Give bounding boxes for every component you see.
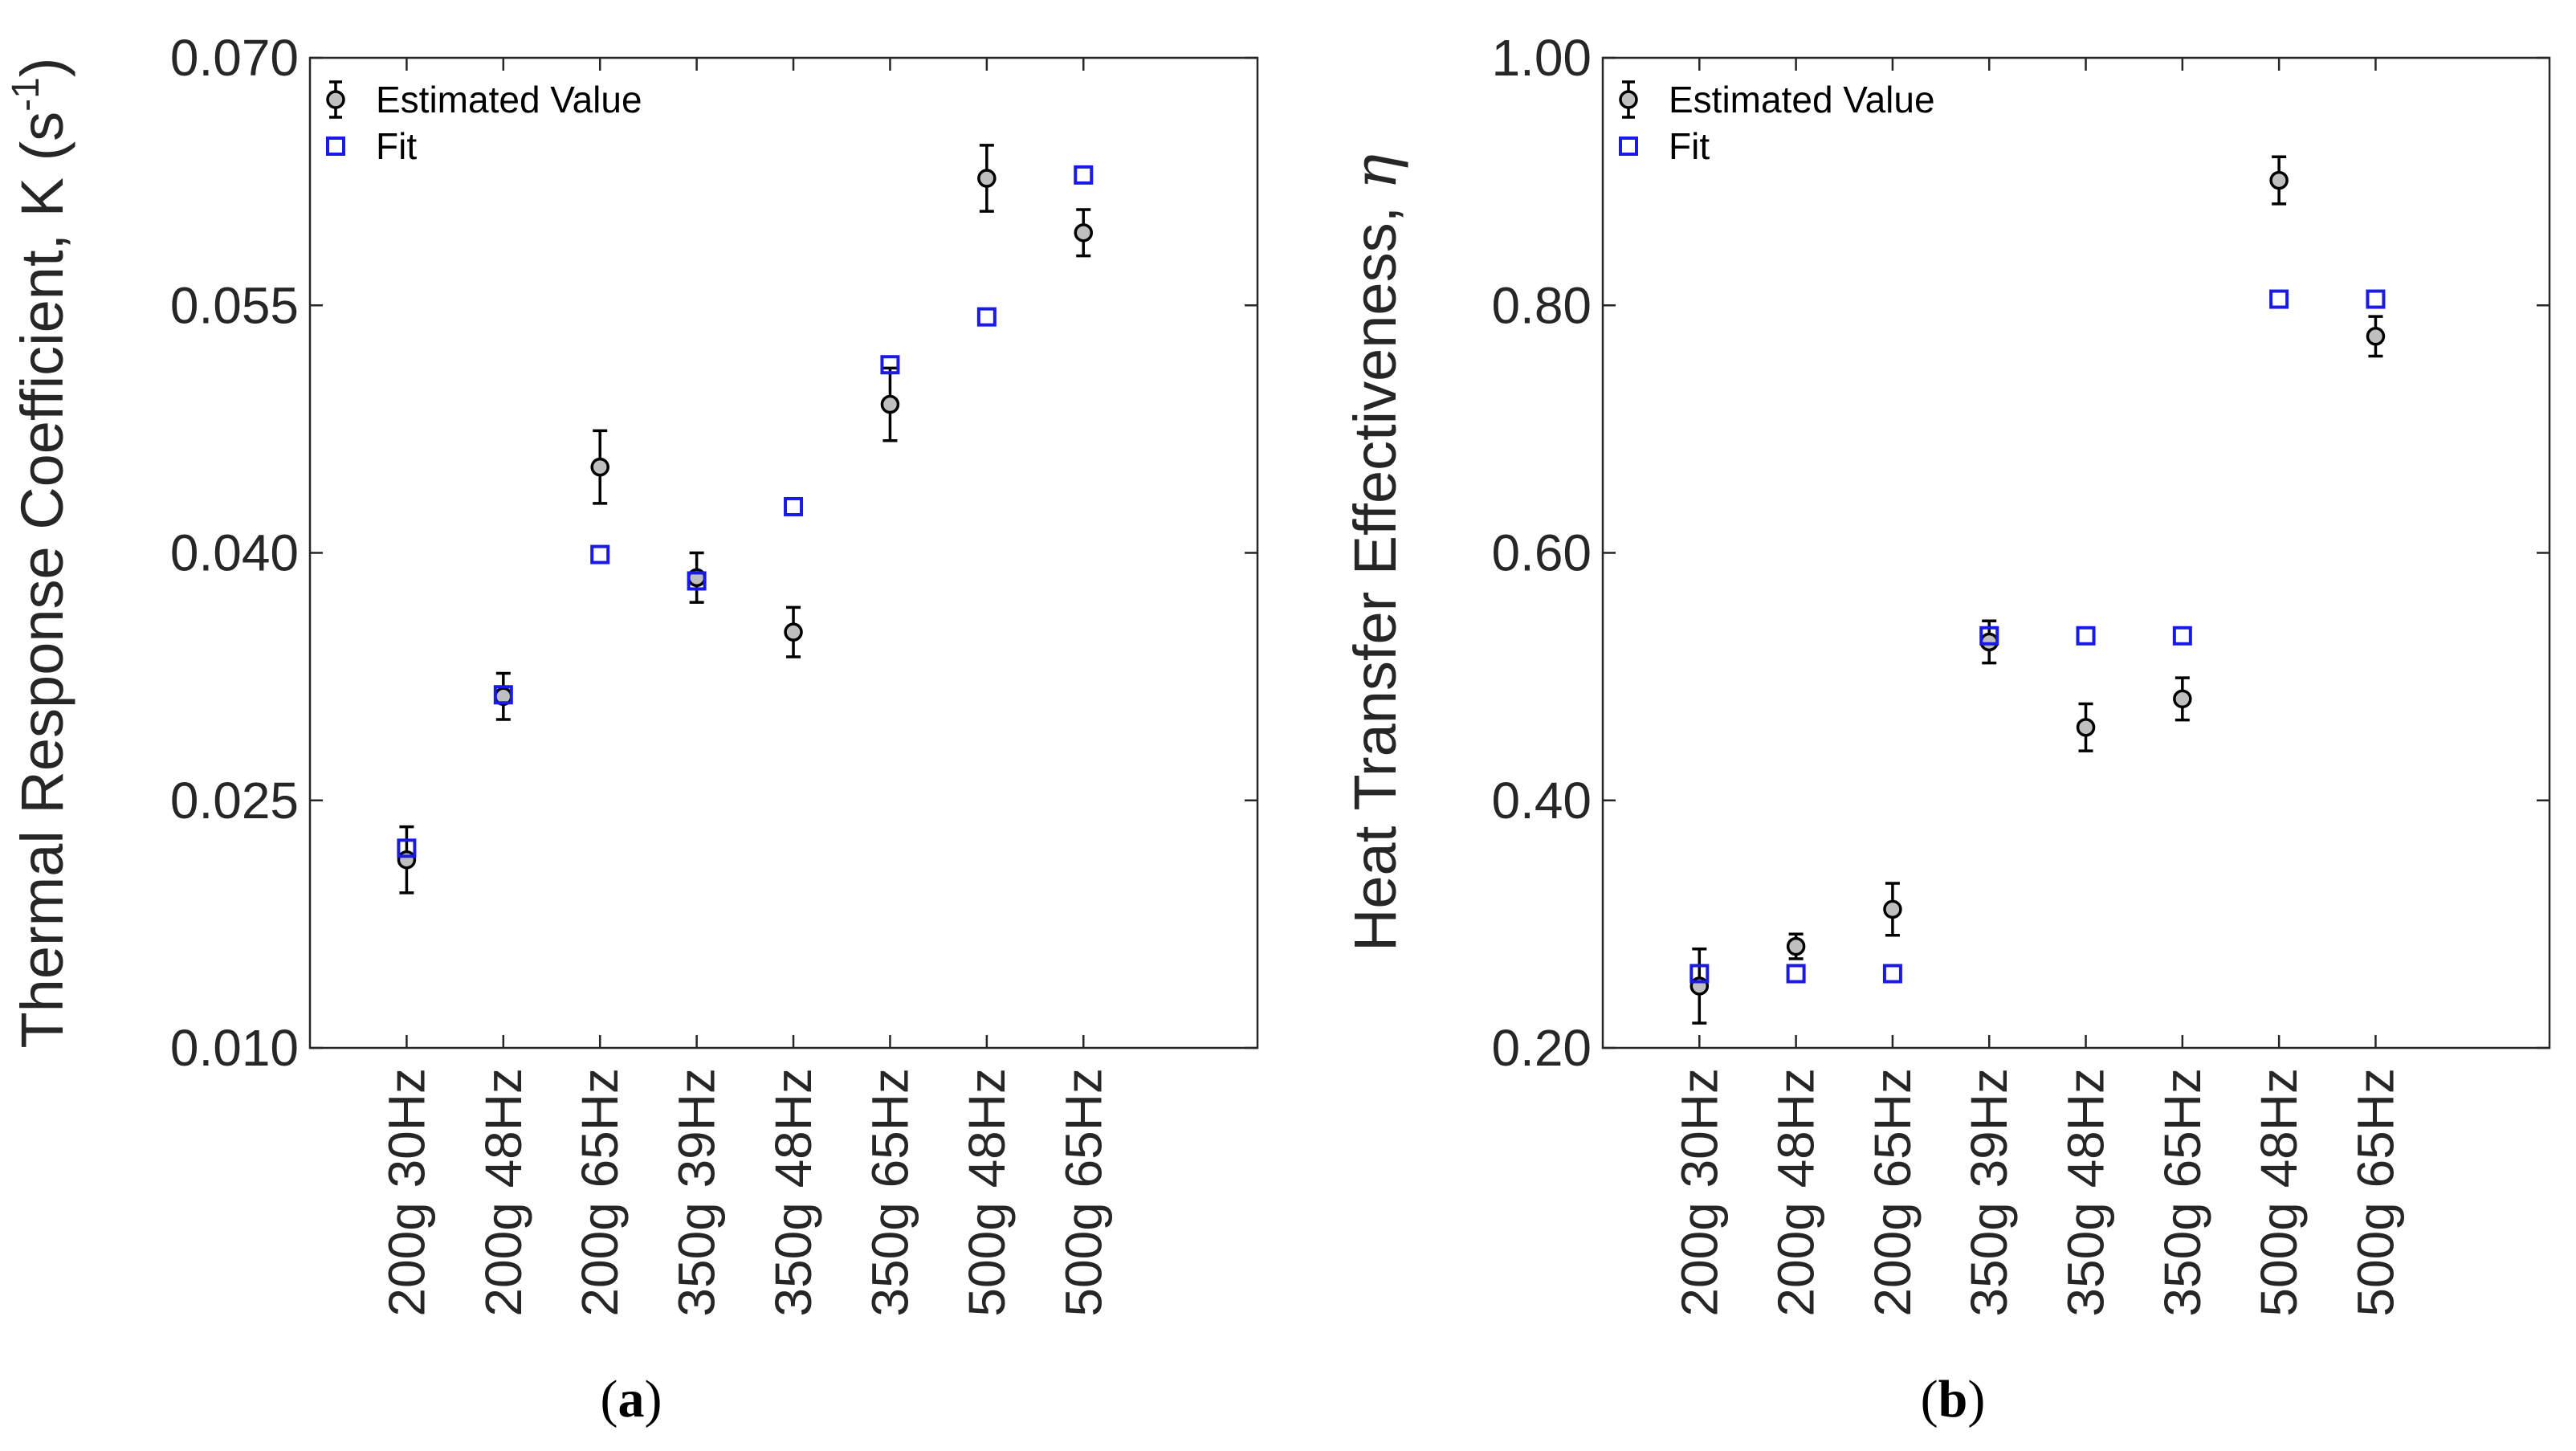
- panel-a-xtick-label: 200g 65Hz: [571, 1068, 629, 1317]
- caption-b-letter: b: [1938, 1370, 1968, 1429]
- panel-a-estimated-point: [1074, 223, 1094, 243]
- caption-a-letter: a: [618, 1370, 645, 1429]
- panel-a-caption: (a): [601, 1370, 662, 1429]
- panel-a-y-axis-title-superscript: -1: [5, 77, 47, 112]
- panel-b-legend-fit-marker: [1619, 137, 1638, 156]
- panel-a-legend-fit-marker: [326, 137, 345, 156]
- panel-a-xtick-label: 200g 48Hz: [475, 1068, 532, 1317]
- panel-b-ytick-label: 0.40: [1491, 772, 1592, 829]
- panel-a-fit-point: [493, 685, 513, 705]
- panel-b-xtick-label: 200g 48Hz: [1767, 1068, 1825, 1317]
- panel-b-fit-point: [1882, 964, 1902, 984]
- panel-b-fit-point: [2366, 289, 2386, 309]
- panel-b-y-axis-title-symbol: η: [1341, 154, 1410, 190]
- panel-a-fit-point: [976, 307, 997, 327]
- panel-b-fit-point: [1786, 964, 1806, 984]
- panel-a-y-axis-title-close: ): [9, 57, 75, 77]
- panel-b-xtick-label: 200g 30Hz: [1670, 1068, 1728, 1317]
- panel-a-estimated-point: [880, 394, 900, 414]
- panel-a-xtick-label: 350g 65Hz: [861, 1068, 919, 1317]
- panel-a-legend-estimated-label: Estimated Value: [376, 79, 642, 120]
- panel-b-xtick-label: 350g 48Hz: [2057, 1068, 2115, 1317]
- panel-a-ytick-label: 0.055: [170, 276, 299, 334]
- panel-b-estimated-point: [1786, 936, 1806, 956]
- panel-a-estimated-point: [784, 622, 803, 642]
- panel-b-legend-estimated-label: Estimated Value: [1669, 79, 1935, 120]
- panel-a-estimated-point: [397, 850, 417, 870]
- panel-b-estimated-point: [2173, 689, 2192, 709]
- panel-b-ytick-label: 0.20: [1491, 1019, 1592, 1077]
- panel-b-estimated-point: [2366, 327, 2386, 346]
- panel-b-caption: (b): [1921, 1370, 1986, 1429]
- panel-a-estimated-point: [977, 169, 997, 188]
- panel-b-xtick-label: 200g 65Hz: [1864, 1068, 1922, 1317]
- panel-a-xtick-label: 350g 48Hz: [764, 1068, 822, 1317]
- caption-b-open-paren: (: [1921, 1370, 1938, 1429]
- panel-a-ytick-label: 0.025: [170, 772, 299, 829]
- panel-a-fit-point: [784, 496, 804, 516]
- panel-b-ytick-label: 1.00: [1491, 29, 1592, 87]
- panel-a-y-axis-title-main: Thermal Response Coefficient, K (s: [9, 112, 75, 1049]
- panel-b-estimated-point: [2269, 170, 2289, 190]
- panel-b-y-axis-title-main: Heat Transfer Effectiveness,: [1342, 190, 1408, 952]
- panel-b-y-axis-title: Heat Transfer Effectiveness, η: [1341, 154, 1410, 952]
- panel-b-ytick-label: 0.60: [1491, 524, 1592, 582]
- svg-text:(a): (a): [601, 1370, 662, 1429]
- caption-a-open-paren: (: [601, 1370, 618, 1429]
- panel-a-xtick-label: 200g 30Hz: [377, 1068, 435, 1317]
- svg-text:(b): (b): [1921, 1370, 1986, 1429]
- panel-a-ytick-label: 0.010: [170, 1019, 299, 1077]
- panel-a-fit-point: [1074, 165, 1094, 185]
- panel-b-xtick-label: 500g 48Hz: [2250, 1068, 2308, 1317]
- panel-b-ytick-label: 0.80: [1491, 276, 1592, 334]
- panel-b-estimated-point: [2076, 718, 2096, 737]
- panel-b-legend-fit-label: Fit: [1669, 125, 1710, 167]
- panel-b-fit-point: [2172, 626, 2192, 646]
- panel-b-estimated-point: [1883, 899, 1902, 919]
- caption-a-close-paren: ): [645, 1370, 662, 1429]
- panel-a-fit-point: [687, 571, 707, 591]
- caption-b-close-paren: ): [1967, 1370, 1985, 1429]
- panel-b-estimated-point: [1979, 632, 1999, 652]
- panel-b-xtick-label: 350g 39Hz: [1960, 1068, 2018, 1317]
- panel-b-xtick-label: 500g 65Hz: [2346, 1068, 2404, 1317]
- panel-b-legend-estimated-marker: [1619, 90, 1638, 109]
- panel-a-estimated-point: [590, 457, 609, 477]
- panel-a-fit-point: [880, 355, 900, 375]
- panel-b-fit-point: [1689, 964, 1710, 984]
- panel-a-xtick-label: 500g 65Hz: [1054, 1068, 1112, 1317]
- panel-a-fit-point: [590, 544, 610, 565]
- panel-b-fit-point: [2076, 626, 2096, 646]
- panel-a-legend-estimated-marker: [326, 90, 345, 109]
- panel-b-fit-point: [2269, 289, 2289, 309]
- panel-a-legend-fit-label: Fit: [376, 125, 417, 167]
- panel-a-ytick-label: 0.040: [170, 524, 299, 582]
- panel-a-chart: 0.010 0.025 0.040 0.055 0.070 200g 30Hz 200g 4…: [5, 29, 1259, 1317]
- panel-b-chart: 0.20 0.40 0.60 0.80 1.00 200g 30Hz 200g 48Hz 20…: [1341, 29, 2551, 1317]
- panel-b-xtick-label: 350g 65Hz: [2154, 1068, 2211, 1317]
- panel-a-ytick-label: 0.070: [170, 29, 299, 87]
- panel-a-xtick-label: 500g 48Hz: [958, 1068, 1016, 1317]
- panel-a-y-axis-title: Thermal Response Coefficient, K (s-1): [5, 57, 75, 1048]
- panel-b-fit-point: [1979, 626, 1999, 646]
- panel-a-xtick-label: 350g 39Hz: [668, 1068, 726, 1317]
- panel-a-fit-point: [397, 838, 417, 858]
